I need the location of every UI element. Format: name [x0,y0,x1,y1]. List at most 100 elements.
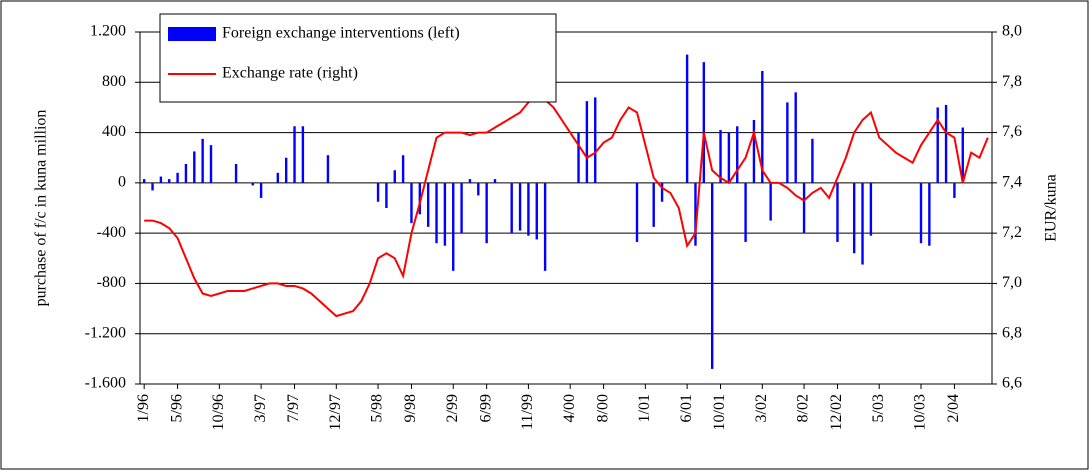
bar [786,102,789,183]
bar [176,172,179,183]
bar [234,164,238,183]
bar [961,127,964,183]
bar [201,138,204,183]
bar [251,182,254,186]
bar [769,182,772,221]
bar [443,182,447,246]
legend-label: Foreign exchange interventions (left) [222,25,460,42]
x-tick-label: 8/00 [594,394,611,422]
y-tick-label: -1.600 [85,375,126,392]
bar [710,182,714,369]
line [144,96,989,318]
bar [452,182,455,271]
y2-tick-label: 6,8 [1002,324,1022,341]
bar [385,182,388,208]
x-tick-label: 5/96 [168,394,185,422]
x-tick-label: 2/04 [945,394,962,422]
y-tick-label: 0 [118,174,126,191]
bar [761,70,764,183]
bar [410,182,413,224]
x-tick-label: 7/97 [285,394,302,422]
x-tick-label: 5/98 [369,394,386,422]
y-tick-label: 800 [102,73,126,90]
bar [585,101,589,183]
x-tick-label: 9/98 [402,394,419,422]
bar [477,182,480,196]
bar [435,182,438,244]
bar [694,182,697,246]
bar [376,182,380,202]
legend-swatch [168,27,216,41]
bar [928,182,931,246]
bar [510,182,513,234]
bar [193,151,196,183]
y-tick-label: 400 [102,123,126,140]
y2-tick-label: 7,8 [1002,73,1022,90]
bar [184,164,188,183]
bar [936,107,939,183]
bar [702,62,706,183]
bar [719,130,722,183]
bar [811,138,814,183]
y2-tick-label: 7,2 [1002,224,1022,241]
y2-tick-label: 7,4 [1002,174,1022,191]
bar [869,182,873,236]
x-tick-label: 1/01 [636,394,653,422]
bar [209,145,213,183]
bar [635,182,639,242]
bar [168,179,171,183]
y-tick-label: 1.200 [90,23,126,40]
bar [468,179,472,183]
bar [802,182,806,234]
bar [736,126,739,183]
x-tick-label: 12/02 [828,394,845,430]
x-tick-label: 3/02 [753,394,770,422]
x-tick-label: 4/00 [561,394,578,422]
bar [284,157,288,183]
y2-tick-label: 7,6 [1002,123,1022,140]
bar [744,182,747,242]
bar [919,182,923,244]
bar [727,132,731,183]
x-tick-label: 5/03 [870,394,887,422]
x-tick-label: 11/99 [519,394,536,430]
bar [418,182,422,215]
bar [953,182,956,198]
bar [594,97,597,183]
y-tick-label: -1.200 [85,324,126,341]
bar [577,132,580,183]
x-tick-label: 1/96 [135,394,152,422]
bar [861,182,864,265]
bar [426,182,430,227]
y-axis-label: purchase of f/c in kuna million [33,110,50,307]
y-tick-label: -800 [97,274,126,291]
bar [685,54,689,183]
y2-tick-label: 7,0 [1002,274,1022,291]
bar [142,179,146,183]
bar [944,104,948,183]
x-tick-label: 10/96 [210,394,227,430]
bar [159,176,163,183]
legend-box [159,13,557,103]
bar [660,182,664,202]
bar [852,182,856,254]
legend-label: Exchange rate (right) [222,65,358,82]
bar [493,179,497,183]
bar [543,182,547,271]
bar [460,182,463,234]
bar [652,182,655,227]
bar [393,170,396,183]
y-tick-label: -400 [97,224,126,241]
bar [401,155,405,183]
bar [151,182,154,191]
bar [794,92,797,183]
bar [326,155,330,183]
x-tick-label: 6/99 [477,394,494,422]
bar [485,182,488,244]
bar [259,182,263,198]
bar [836,182,839,242]
x-tick-label: 10/03 [912,394,929,430]
plot-area [139,31,993,385]
